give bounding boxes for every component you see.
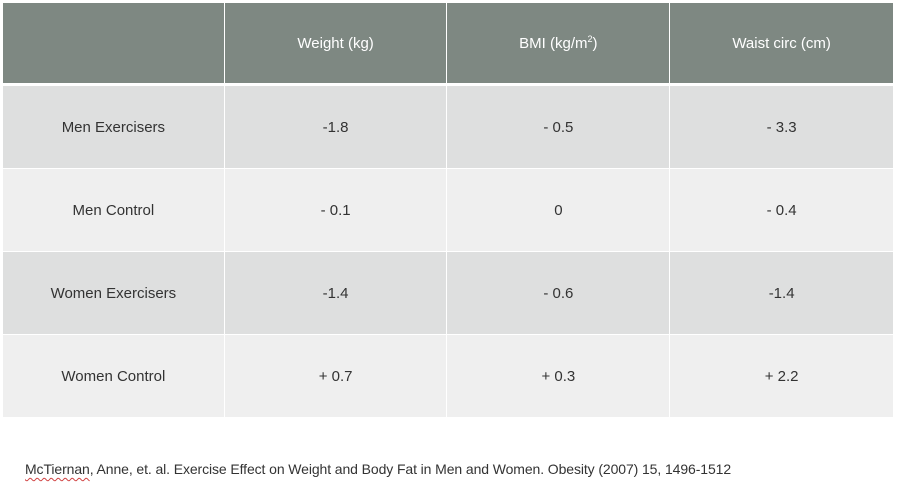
header-superscript: 2 bbox=[587, 33, 593, 44]
table-cell: 0 bbox=[447, 169, 671, 252]
table-cell: - 0.4 bbox=[670, 169, 893, 252]
table-row: Women Exercisers -1.4 - 0.6 -1.4 bbox=[3, 252, 893, 335]
citation-text: , Anne, et. al. Exercise Effect on Weigh… bbox=[89, 461, 732, 477]
header-cell-bmi: BMI (kg/m2) bbox=[447, 3, 671, 86]
table-row: Men Exercisers -1.8 - 0.5 - 3.3 bbox=[3, 86, 893, 169]
table-row: Women Control + 0.7 + 0.3 + 2.2 bbox=[3, 335, 893, 417]
table-cell: - 0.1 bbox=[224, 169, 448, 252]
row-label: Men Exercisers bbox=[3, 86, 225, 169]
table-cell: + 0.3 bbox=[447, 335, 671, 417]
header-row: Weight (kg) BMI (kg/m2) Waist circ (cm) bbox=[3, 3, 893, 86]
header-label: BMI (kg/m bbox=[519, 34, 588, 52]
header-label: Weight (kg) bbox=[297, 34, 374, 52]
table-cell: -1.4 bbox=[670, 252, 893, 335]
results-table: Weight (kg) BMI (kg/m2) Waist circ (cm) … bbox=[3, 3, 893, 417]
citation: McTiernan, Anne, et. al. Exercise Effect… bbox=[25, 461, 731, 477]
table-cell: + 2.2 bbox=[670, 335, 893, 417]
table-cell: - 0.6 bbox=[447, 252, 671, 335]
table-row: Men Control - 0.1 0 - 0.4 bbox=[3, 169, 893, 252]
header-cell-weight: Weight (kg) bbox=[224, 3, 448, 86]
header-label-suffix: ) bbox=[592, 34, 598, 52]
row-label: Women Exercisers bbox=[3, 252, 225, 335]
table-cell: + 0.7 bbox=[224, 335, 448, 417]
row-label: Women Control bbox=[3, 335, 225, 417]
table-cell: - 0.5 bbox=[447, 86, 671, 169]
table-cell: - 3.3 bbox=[670, 86, 893, 169]
header-cell-empty bbox=[3, 3, 225, 86]
table-cell: -1.4 bbox=[224, 252, 448, 335]
citation-author: McTiernan bbox=[25, 461, 90, 477]
header-cell-waist: Waist circ (cm) bbox=[670, 3, 893, 86]
table-cell: -1.8 bbox=[224, 86, 448, 169]
header-label: Waist circ (cm) bbox=[732, 34, 831, 52]
row-label: Men Control bbox=[3, 169, 225, 252]
